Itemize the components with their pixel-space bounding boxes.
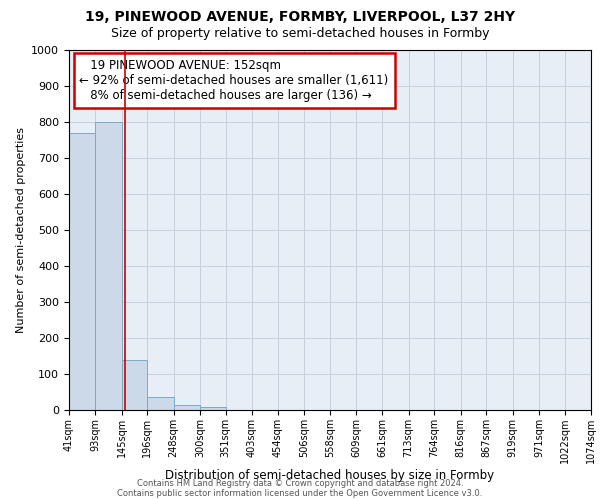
Text: Contains HM Land Registry data © Crown copyright and database right 2024.: Contains HM Land Registry data © Crown c…	[137, 478, 463, 488]
Bar	[122, 360, 148, 410]
Bar	[95, 122, 122, 410]
Bar	[200, 407, 226, 410]
Text: Size of property relative to semi-detached houses in Formby: Size of property relative to semi-detach…	[111, 28, 489, 40]
Text: Contains public sector information licensed under the Open Government Licence v3: Contains public sector information licen…	[118, 488, 482, 498]
Bar	[69, 133, 95, 410]
Text: 19, PINEWOOD AVENUE, FORMBY, LIVERPOOL, L37 2HY: 19, PINEWOOD AVENUE, FORMBY, LIVERPOOL, …	[85, 10, 515, 24]
Bar	[173, 404, 200, 410]
X-axis label: Distribution of semi-detached houses by size in Formby: Distribution of semi-detached houses by …	[166, 468, 494, 481]
Y-axis label: Number of semi-detached properties: Number of semi-detached properties	[16, 127, 26, 333]
Bar	[148, 398, 173, 410]
Text: 19 PINEWOOD AVENUE: 152sqm
← 92% of semi-detached houses are smaller (1,611)
   : 19 PINEWOOD AVENUE: 152sqm ← 92% of semi…	[79, 59, 389, 102]
